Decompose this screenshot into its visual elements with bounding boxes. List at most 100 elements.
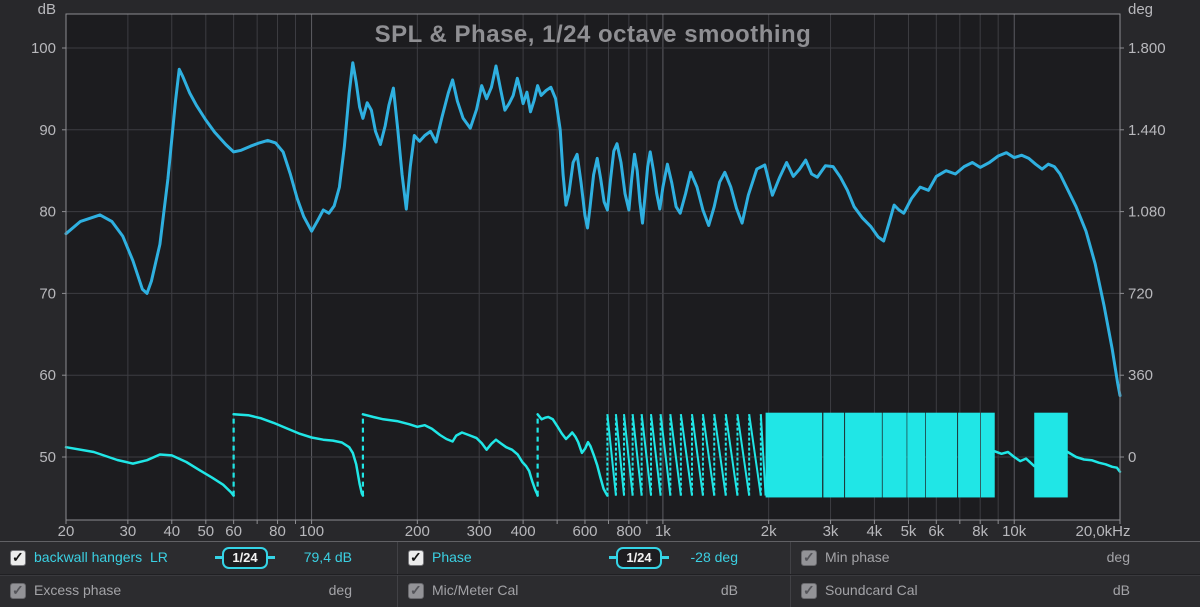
freq-tick-label: 400 bbox=[511, 523, 536, 540]
freq-tick-label: 20 bbox=[58, 523, 75, 540]
trace-checkbox-mic-meter-cal[interactable] bbox=[408, 582, 424, 599]
deg-tick-label: 1.080 bbox=[1128, 204, 1166, 221]
legend-cell-min-phase: Min phase deg bbox=[790, 542, 1200, 574]
freq-tick-label: 200 bbox=[405, 523, 430, 540]
phase-curve-segment bbox=[659, 414, 672, 496]
freq-tick-label: 50 bbox=[197, 523, 214, 540]
freq-tick-label: 6k bbox=[928, 523, 944, 540]
phase-curve-segment bbox=[640, 414, 653, 496]
soundcard-cal-unit: dB bbox=[1112, 582, 1130, 598]
phase-curve-segment bbox=[736, 414, 751, 496]
spl-cursor-value: 79,4 dB bbox=[303, 549, 352, 565]
phase-wrap-block bbox=[925, 412, 958, 498]
freq-tick-label: 2k bbox=[761, 523, 777, 540]
spl-curve bbox=[64, 61, 1122, 398]
freq-tick-label: 3k bbox=[823, 523, 839, 540]
phase-curve-segment bbox=[713, 414, 727, 496]
trace-checkbox-soundcard-cal[interactable] bbox=[801, 582, 817, 599]
trace-label-soundcard-cal[interactable]: Soundcard Cal bbox=[825, 582, 918, 598]
freq-tick-label: 5k bbox=[901, 523, 917, 540]
db-tick-label: 70 bbox=[39, 285, 56, 302]
db-tick-label: 100 bbox=[31, 40, 56, 57]
phase-wrap-block bbox=[882, 412, 907, 498]
freq-tick-label: 300 bbox=[467, 523, 492, 540]
phase-curve-segment bbox=[748, 414, 762, 496]
trace-checkbox-excess-phase[interactable] bbox=[10, 582, 26, 599]
freq-tick-label: 800 bbox=[616, 523, 641, 540]
deg-tick-label: 0 bbox=[1128, 449, 1136, 466]
trace-label-phase[interactable]: Phase bbox=[432, 549, 472, 565]
phase-curve-segment bbox=[623, 414, 634, 496]
legend-cell-excess-phase: Excess phase deg bbox=[0, 575, 397, 607]
phase-wrap-block bbox=[845, 412, 882, 498]
right-axis-unit: deg bbox=[1128, 1, 1154, 18]
legend-cell-backwall-hangers: backwall hangers LR 1/24 79,4 dB bbox=[0, 542, 397, 574]
mic-meter-cal-unit: dB bbox=[720, 582, 738, 598]
trace-label-backwall-hangers[interactable]: backwall hangers LR bbox=[34, 549, 168, 565]
phase-curve-segment bbox=[701, 414, 716, 496]
phase-cursor-value: -28 deg bbox=[690, 549, 738, 565]
legend-row-1: backwall hangers LR 1/24 79,4 dB Phase 1… bbox=[0, 542, 1200, 574]
phase-curve-segment bbox=[64, 445, 235, 497]
phase-curve-segment bbox=[536, 413, 609, 497]
freq-tick-label: 10k bbox=[1002, 523, 1027, 540]
db-tick-label: 50 bbox=[39, 449, 56, 466]
freq-tick-label: 80 bbox=[269, 523, 286, 540]
trace-label-mic-meter-cal[interactable]: Mic/Meter Cal bbox=[432, 582, 519, 598]
phase-wrap-block bbox=[958, 412, 980, 498]
trace-checkbox-phase[interactable] bbox=[408, 549, 424, 566]
freq-tick-label: 30 bbox=[120, 523, 137, 540]
phase-curve-segment bbox=[631, 414, 643, 496]
phase-curve-segment bbox=[361, 413, 539, 497]
phase-curve-segment bbox=[690, 414, 704, 496]
phase-curve-segment bbox=[650, 414, 662, 496]
phase-curve-segment bbox=[1066, 450, 1122, 474]
left-axis-unit: dB bbox=[37, 1, 56, 18]
phase-curve-segment bbox=[614, 414, 626, 496]
trace-checkbox-backwall-hangers[interactable] bbox=[10, 549, 26, 566]
phase-curve-segment bbox=[759, 414, 767, 496]
phase-curve-segment bbox=[993, 450, 1036, 468]
freq-tick-label: 20,0kHz bbox=[1075, 523, 1130, 540]
phase-curve-segment bbox=[232, 413, 365, 497]
freq-tick-label: 600 bbox=[572, 523, 597, 540]
freq-tick-label: 60 bbox=[225, 523, 242, 540]
smoothing-badge-spl[interactable]: 1/24 bbox=[215, 547, 275, 569]
trace-label-min-phase[interactable]: Min phase bbox=[825, 549, 890, 565]
freq-tick-label: 1k bbox=[655, 523, 671, 540]
excess-phase-unit: deg bbox=[328, 582, 352, 598]
freq-tick-label: 100 bbox=[299, 523, 324, 540]
phase-wrap-block bbox=[765, 412, 823, 498]
min-phase-unit: deg bbox=[1106, 549, 1130, 565]
deg-tick-label: 1.800 bbox=[1128, 40, 1166, 57]
phase-curve-segment bbox=[669, 414, 682, 496]
phase-wrap-block bbox=[1034, 412, 1068, 498]
deg-tick-label: 1.440 bbox=[1128, 122, 1166, 139]
legend-cell-mic-meter-cal: Mic/Meter Cal dB bbox=[397, 575, 790, 607]
spl-phase-plot[interactable]: 20 30 40 50 60 80 100 200 300 400 600 800 1k 2k 3k 4k 5k… bbox=[0, 0, 1200, 541]
phase-curve-segment bbox=[679, 414, 693, 496]
trace-label-excess-phase[interactable]: Excess phase bbox=[34, 582, 122, 598]
chart-area[interactable]: 20 30 40 50 60 80 100 200 300 400 600 800 1k 2k 3k 4k 5k… bbox=[0, 0, 1200, 541]
db-tick-label: 90 bbox=[39, 122, 56, 139]
phase-wrap-block bbox=[980, 412, 995, 498]
deg-tick-label: 720 bbox=[1128, 285, 1153, 302]
phase-wrap-block bbox=[823, 412, 845, 498]
trace-checkbox-min-phase[interactable] bbox=[801, 549, 817, 566]
smoothing-badge-phase[interactable]: 1/24 bbox=[609, 547, 669, 569]
legend-row-2: Excess phase deg Mic/Meter Cal dB Soundc… bbox=[0, 574, 1200, 607]
freq-tick-label: 8k bbox=[972, 523, 988, 540]
freq-tick-label: 40 bbox=[163, 523, 180, 540]
legend-cell-phase: Phase 1/24 -28 deg bbox=[397, 542, 790, 574]
phase-curve-segment bbox=[606, 414, 617, 496]
freq-tick-label: 4k bbox=[866, 523, 882, 540]
phase-curve-segment bbox=[724, 414, 739, 496]
plot-border bbox=[65, 13, 1121, 521]
db-tick-label: 60 bbox=[39, 367, 56, 384]
phase-wrap-block bbox=[907, 412, 926, 498]
legend-cell-soundcard-cal: Soundcard Cal dB bbox=[790, 575, 1200, 607]
deg-tick-label: 360 bbox=[1128, 367, 1153, 384]
legend-panel: backwall hangers LR 1/24 79,4 dB Phase 1… bbox=[0, 541, 1200, 607]
db-tick-label: 80 bbox=[39, 204, 56, 221]
